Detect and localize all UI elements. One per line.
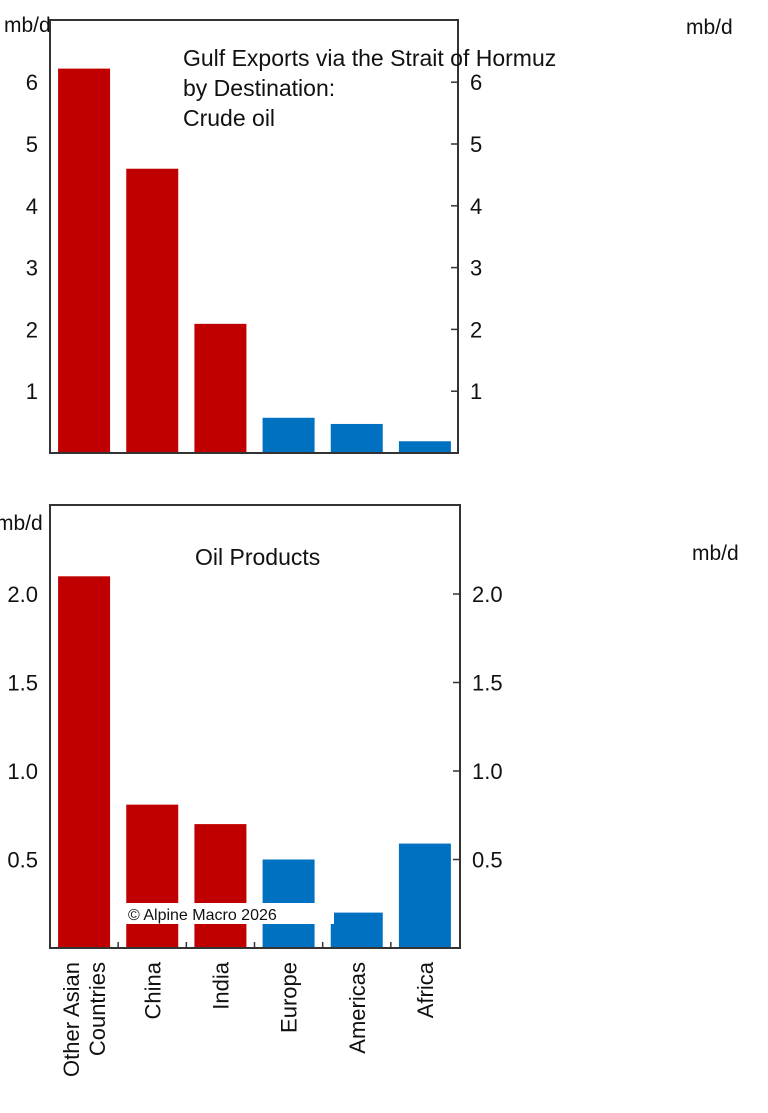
y-tick-label-right: 2.0 [472,582,503,607]
bar-other-asian-countries [58,68,111,453]
bar-africa [398,441,451,453]
bar-china [126,804,179,948]
y-tick-label-left: 1.0 [7,759,38,784]
y-axis-unit-right: mb/d [692,542,739,565]
bar-other-asian-countries [58,576,111,948]
x-category-label: Africa [413,961,438,1018]
x-tick-label: China [140,961,165,1019]
plot-frame [49,504,461,949]
y-tick-label-left: 2 [26,317,38,342]
x-tick-label: Europe [277,962,302,1033]
x-category-label: India [208,961,233,1009]
chart-title-line: Crude oil [183,105,275,131]
bar-india [194,824,247,948]
x-tick-label: Africa [413,961,438,1018]
y-tick-label-left: 1.5 [7,671,38,696]
y-tick-label-right: 3 [470,256,482,281]
bar-americas [330,423,383,453]
y-tick-label-left: 2.0 [7,582,38,607]
y-axis-unit-right: mb/d [686,16,733,39]
bar-india [194,323,247,453]
y-tick-label-right: 1 [470,379,482,404]
x-category-label: Other Asian Countries [59,962,110,1077]
crude-oil-panel: 1 1 2 2 3 3 4 4 5 5 6 6 mb/d mb/d Gulf Exports via the… [4,14,733,454]
y-tick-label-left: 0.5 [7,848,38,873]
oil-products-panel: 0.5 0.5 1.0 1.0 1.5 1.5 2.0 2.0 mb/d mb/d Oil Prod… [0,504,739,949]
chart-title-line: Gulf Exports via the Strait of Hormuz [183,45,556,71]
y-tick-label-right: 6 [470,70,482,95]
bar-china [126,168,179,453]
y-tick-label-left: 4 [26,194,38,219]
copyright-box [122,903,334,924]
y-tick-label-right: 4 [470,194,482,219]
x-category-label: China [140,961,165,1019]
y-tick-label-right: 1.5 [472,671,503,696]
bar-americas [330,912,383,948]
x-tick-label: India [208,961,233,1009]
chart-title-line: by Destination: [183,75,335,101]
y-tick-label-left: 1 [26,379,38,404]
y-axis-unit-left: mb/d [4,14,51,37]
plot-frame [49,19,459,454]
copyright-annotation: © Alpine Macro 2026 [128,907,277,924]
y-tick-label-left: 6 [26,70,38,95]
chart-title-line: Oil Products [195,544,320,570]
x-tick-label: Americas [345,962,370,1054]
y-tick-label-right: 0.5 [472,848,503,873]
x-tick-label: Other Asian [59,962,84,1077]
y-tick-label-left: 3 [26,256,38,281]
x-category-label: Americas [345,962,370,1054]
y-axis-unit-left: mb/d [0,512,43,535]
y-tick-label-left: 5 [26,132,38,157]
bar-europe [262,417,315,453]
y-tick-label-right: 5 [470,132,482,157]
y-tick-label-right: 1.0 [472,759,503,784]
y-tick-label-right: 2 [470,317,482,342]
x-tick-label: Countries [85,962,110,1056]
bar-africa [398,843,451,948]
x-category-label: Europe [277,962,302,1033]
